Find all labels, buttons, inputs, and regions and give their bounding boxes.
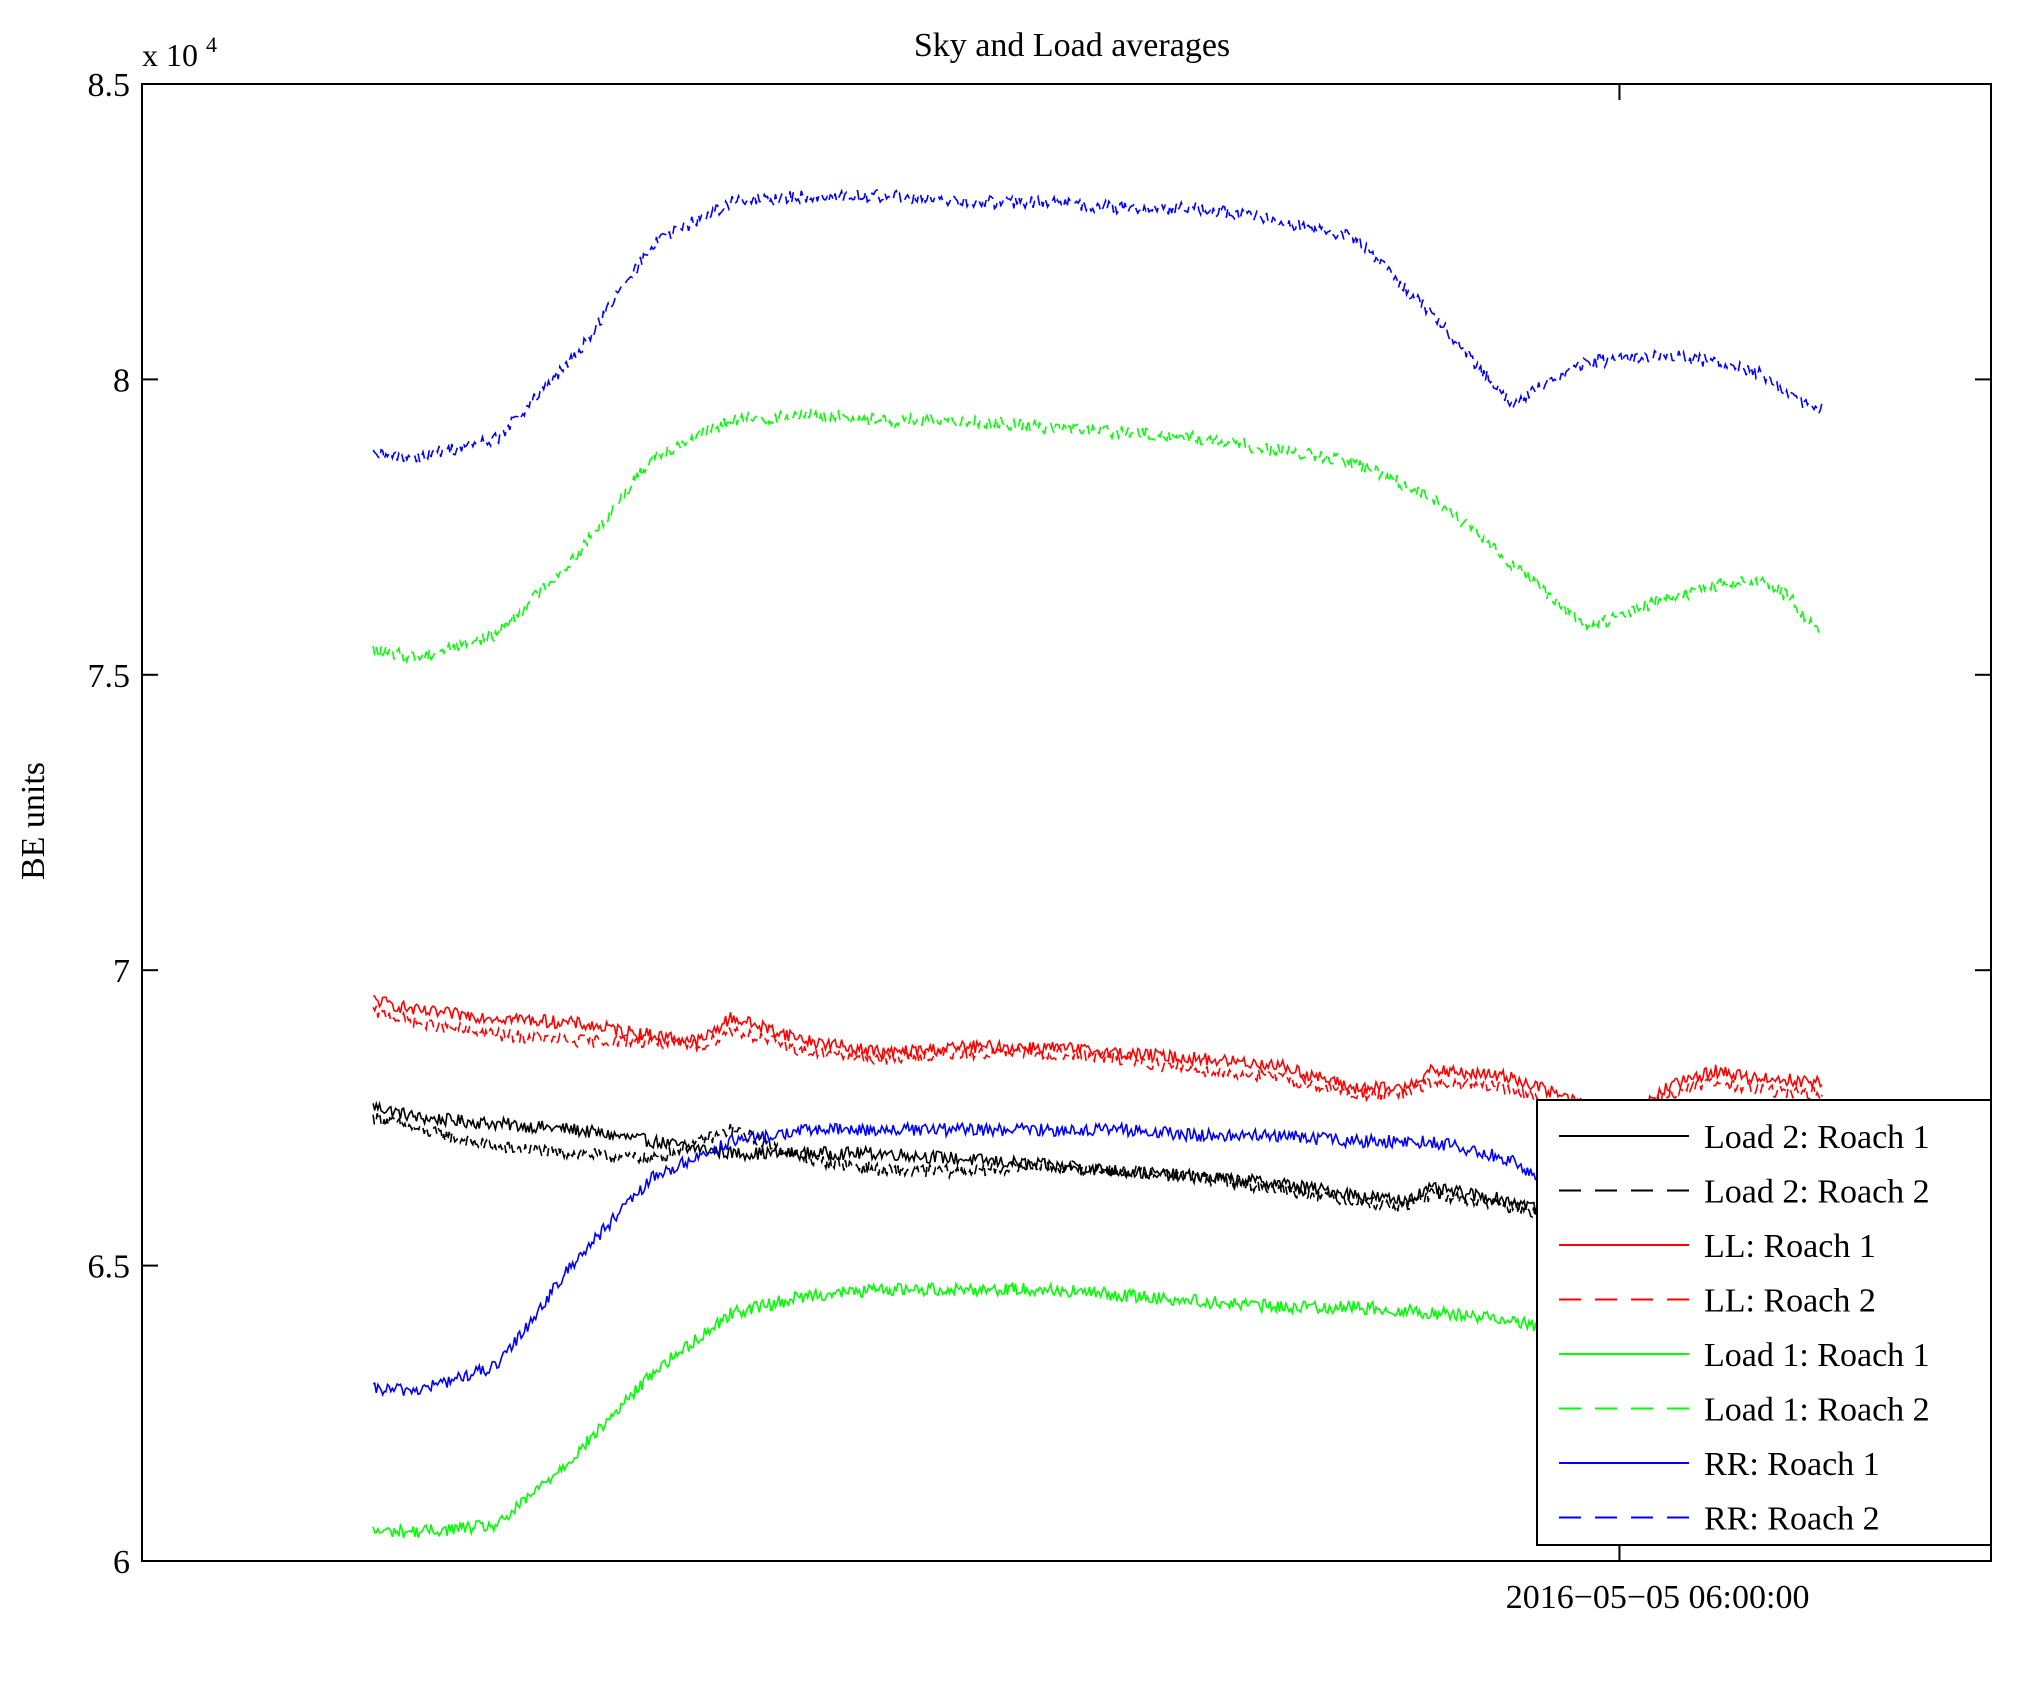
series-line bbox=[372, 1113, 1621, 1253]
legend-label: Load 1: Roach 1 bbox=[1704, 1337, 1930, 1374]
legend-label: LL: Roach 2 bbox=[1704, 1283, 1876, 1320]
x-tick-label: 2016−05−05 06:00:00 bbox=[1506, 1579, 1810, 1616]
y-exponent-base: x 10 bbox=[142, 37, 198, 73]
y-tick-label: 8 bbox=[113, 362, 130, 399]
y-exponent-power: 4 bbox=[206, 32, 217, 57]
legend-label: LL: Roach 1 bbox=[1704, 1228, 1876, 1265]
plot-frame bbox=[141, 83, 1992, 1562]
chart-title: Sky and Load averages bbox=[914, 27, 1230, 64]
legend-label: Load 1: Roach 2 bbox=[1704, 1392, 1930, 1429]
y-axis-label: BE units bbox=[15, 762, 52, 880]
legend-label: RR: Roach 1 bbox=[1704, 1446, 1880, 1483]
series-line bbox=[373, 995, 1823, 1125]
series-line bbox=[372, 188, 1823, 463]
y-tick-label: 7.5 bbox=[88, 658, 131, 695]
y-tick-label: 8.5 bbox=[88, 67, 131, 104]
legend-label: Load 2: Roach 1 bbox=[1704, 1119, 1930, 1156]
y-tick-label: 6.5 bbox=[88, 1249, 131, 1286]
axes: 6 6.5 7 7.5 8 8.5 2016−05−05 06:00:00 bbox=[88, 67, 1992, 1616]
legend-box bbox=[1536, 1099, 1992, 1546]
y-axis-exponent: x 10 4 bbox=[142, 32, 217, 73]
y-tick-label: 7 bbox=[113, 953, 130, 990]
y-tick-label: 6 bbox=[113, 1544, 130, 1581]
legend-label: Load 2: Roach 2 bbox=[1704, 1174, 1930, 1211]
legend-label: RR: Roach 2 bbox=[1704, 1501, 1880, 1538]
series-line bbox=[372, 407, 1823, 665]
legend: Load 2: Roach 1 Load 2: Roach 2 LL: Roach … bbox=[1536, 1099, 1992, 1546]
